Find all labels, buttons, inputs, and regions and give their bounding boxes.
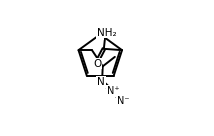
Text: N: N	[97, 77, 105, 87]
Text: NH₂: NH₂	[97, 28, 117, 38]
Text: O: O	[93, 59, 101, 69]
Text: S: S	[97, 29, 104, 39]
Text: N⁺: N⁺	[107, 86, 119, 96]
Text: N⁻: N⁻	[117, 96, 130, 106]
